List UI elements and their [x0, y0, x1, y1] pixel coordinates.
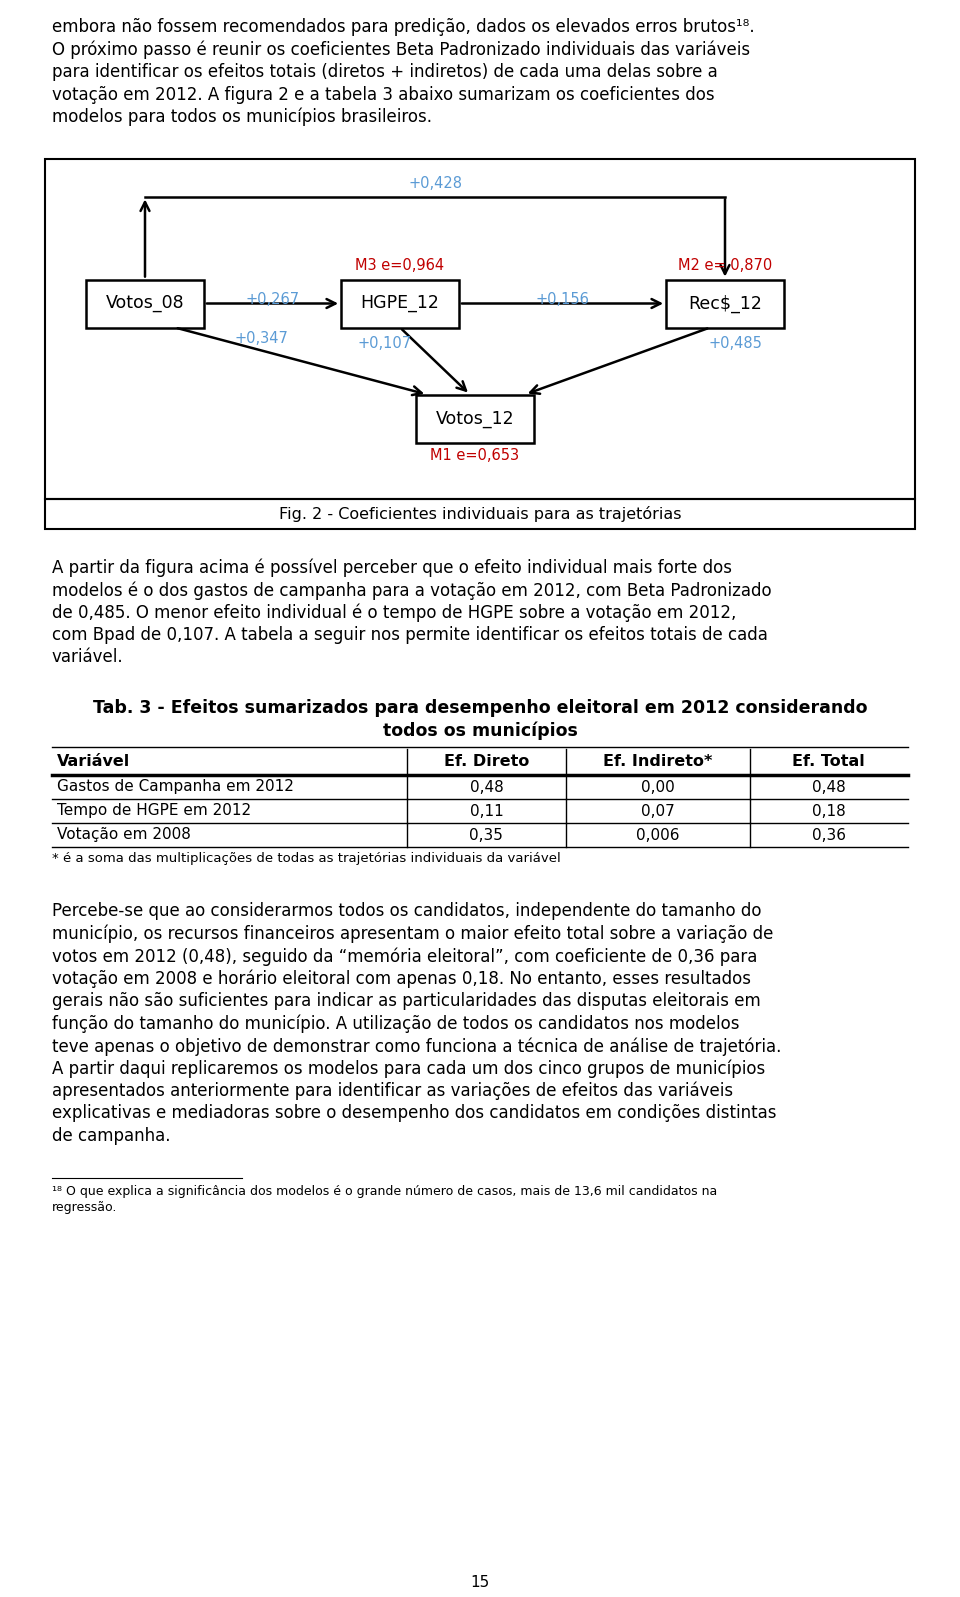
Text: votação em 2012. A figura 2 e a tabela 3 abaixo sumarizam os coeficientes dos: votação em 2012. A figura 2 e a tabela 3… [52, 86, 714, 104]
Text: de 0,485. O menor efeito individual é o tempo de HGPE sobre a votação em 2012,: de 0,485. O menor efeito individual é o … [52, 604, 736, 621]
Text: +0,485: +0,485 [708, 335, 762, 351]
Text: Fig. 2 - Coeficientes individuais para as trajetórias: Fig. 2 - Coeficientes individuais para a… [278, 506, 682, 522]
Text: para identificar os efeitos totais (diretos + indiretos) de cada uma delas sobre: para identificar os efeitos totais (dire… [52, 62, 718, 81]
Text: ¹⁸ O que explica a significância dos modelos é o grande número de casos, mais de: ¹⁸ O que explica a significância dos mod… [52, 1185, 717, 1198]
Text: A partir da figura acima é possível perceber que o efeito individual mais forte : A partir da figura acima é possível perc… [52, 559, 732, 577]
Bar [45, 158, 915, 498]
Text: Votação em 2008: Votação em 2008 [57, 827, 191, 843]
Text: Tab. 3 - Efeitos sumarizados para desempenho eleitoral em 2012 considerando: Tab. 3 - Efeitos sumarizados para desemp… [93, 699, 867, 717]
Text: apresentados anteriormente para identificar as variações de efeitos das variávei: apresentados anteriormente para identifi… [52, 1083, 733, 1100]
Text: votação em 2008 e horário eleitoral com apenas 0,18. No entanto, esses resultado: votação em 2008 e horário eleitoral com … [52, 969, 751, 989]
Text: +0,267: +0,267 [246, 292, 300, 307]
Text: 0,07: 0,07 [640, 803, 675, 819]
Text: Votos_08: Votos_08 [106, 294, 184, 313]
Text: 0,18: 0,18 [812, 803, 846, 819]
Text: modelos para todos os municípios brasileiros.: modelos para todos os municípios brasile… [52, 109, 432, 126]
Text: * é a soma das multiplicações de todas as trajetórias individuais da variável: * é a soma das multiplicações de todas a… [52, 853, 561, 866]
Text: variável.: variável. [52, 648, 124, 666]
Text: 0,11: 0,11 [469, 803, 503, 819]
Bar [666, 279, 784, 327]
Text: O próximo passo é reunir os coeficientes Beta Padronizado individuais das variáv: O próximo passo é reunir os coeficientes… [52, 40, 750, 59]
Text: embora não fossem recomendados para predição, dados os elevados erros brutos¹⁸.: embora não fossem recomendados para pred… [52, 18, 755, 37]
Text: M3 e=0,964: M3 e=0,964 [355, 257, 444, 273]
Text: Ef. Direto: Ef. Direto [444, 754, 529, 770]
Text: votos em 2012 (0,48), seguido da “memória eleitoral”, com coeficiente de 0,36 pa: votos em 2012 (0,48), seguido da “memóri… [52, 947, 757, 966]
Text: HGPE_12: HGPE_12 [361, 294, 440, 313]
Text: Percebe-se que ao considerarmos todos os candidatos, independente do tamanho do: Percebe-se que ao considerarmos todos os… [52, 902, 761, 920]
Text: Ef. Total: Ef. Total [792, 754, 865, 770]
Text: com Bpad de 0,107. A tabela a seguir nos permite identificar os efeitos totais d: com Bpad de 0,107. A tabela a seguir nos… [52, 626, 768, 644]
Text: 0,006: 0,006 [636, 827, 680, 843]
Text: 15: 15 [470, 1575, 490, 1591]
Text: de campanha.: de campanha. [52, 1127, 171, 1145]
Text: gerais não são suficientes para indicar as particularidades das disputas eleitor: gerais não são suficientes para indicar … [52, 992, 760, 1009]
Text: 0,36: 0,36 [812, 827, 846, 843]
Text: Ef. Indireto*: Ef. Indireto* [603, 754, 712, 770]
Text: +0,428: +0,428 [408, 176, 462, 190]
Text: regressão.: regressão. [52, 1201, 117, 1214]
Text: M2 e= 0,870: M2 e= 0,870 [678, 257, 772, 273]
Text: Tempo de HGPE em 2012: Tempo de HGPE em 2012 [57, 803, 252, 819]
Bar [86, 279, 204, 327]
Text: explicativas e mediadoras sobre o desempenho dos candidatos em condições distint: explicativas e mediadoras sobre o desemp… [52, 1105, 777, 1123]
Text: função do tamanho do município. A utilização de todos os candidatos nos modelos: função do tamanho do município. A utiliz… [52, 1014, 739, 1033]
Text: +0,156: +0,156 [536, 292, 589, 307]
Text: A partir daqui replicaremos os modelos para cada um dos cinco grupos de municípi: A partir daqui replicaremos os modelos p… [52, 1059, 765, 1078]
Text: 0,48: 0,48 [469, 779, 503, 794]
Text: 0,35: 0,35 [469, 827, 503, 843]
Bar [341, 279, 459, 327]
Text: Rec$_12: Rec$_12 [688, 294, 762, 313]
Bar [45, 498, 915, 529]
Text: Gastos de Campanha em 2012: Gastos de Campanha em 2012 [57, 779, 294, 794]
Text: +0,347: +0,347 [234, 331, 288, 347]
Text: M1 e=0,653: M1 e=0,653 [430, 449, 519, 463]
Text: +0,107: +0,107 [358, 335, 412, 351]
Text: Votos_12: Votos_12 [436, 409, 515, 428]
Text: Variável: Variável [57, 754, 131, 770]
Text: todos os municípios: todos os municípios [383, 720, 577, 739]
Text: município, os recursos financeiros apresentam o maior efeito total sobre a varia: município, os recursos financeiros apres… [52, 925, 774, 942]
Text: modelos é o dos gastos de campanha para a votação em 2012, com Beta Padronizado: modelos é o dos gastos de campanha para … [52, 581, 772, 599]
Text: 0,00: 0,00 [640, 779, 675, 794]
Text: teve apenas o objetivo de demonstrar como funciona a técnica de análise de traje: teve apenas o objetivo de demonstrar com… [52, 1036, 781, 1056]
Bar [416, 394, 534, 442]
Text: 0,48: 0,48 [812, 779, 846, 794]
